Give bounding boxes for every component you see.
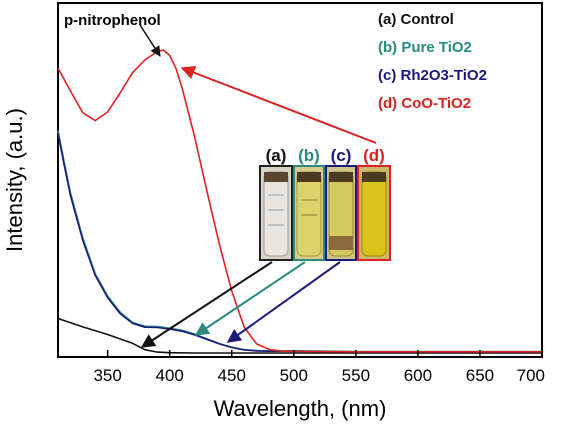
inset-label-c: (c) — [331, 146, 352, 165]
vial-coo-tio2 — [357, 165, 391, 261]
arrow-vial-b-to-pure — [194, 261, 306, 336]
arrow-vial-c-to-rh — [226, 261, 341, 343]
x-axis-title: Wavelength, (nm) — [214, 396, 387, 421]
vial-pure-tio2 — [293, 165, 325, 261]
x-tick-label: 700 — [517, 366, 545, 385]
legend-entry-control: (a) Control — [378, 11, 454, 28]
vial-control — [259, 165, 293, 261]
x-tick-label: 600 — [404, 366, 432, 385]
x-tick-label: 500 — [280, 366, 308, 385]
x-tick-label: 550 — [342, 366, 370, 385]
x-tick-label: 400 — [156, 366, 184, 385]
inset-label-d: (d) — [363, 146, 385, 165]
legend: (a) Control (b) Pure TiO2 (c) Rh2O3-TiO2… — [378, 11, 487, 112]
legend-entry-rh2o3-tio2: (c) Rh2O3-TiO2 — [378, 67, 487, 84]
x-tick-label: 650 — [466, 366, 494, 385]
arrow-vial-a-to-control — [140, 261, 273, 348]
y-axis-title: Intensity, (a.u.) — [2, 108, 27, 252]
x-axis: 350 400 450 500 550 600 650 700 — [93, 350, 545, 385]
vial-photo-inset — [259, 165, 391, 261]
inset-label-b: (b) — [298, 146, 320, 165]
legend-entry-coo-tio2: (d) CoO-TiO2 — [378, 95, 471, 112]
series-line-0 — [57, 317, 542, 354]
peak-annotation: p-nitrophenol — [64, 12, 161, 29]
series-line-3 — [57, 49, 542, 353]
inset-label-a: (a) — [266, 146, 287, 165]
x-tick-label: 350 — [93, 366, 121, 385]
x-tick-label: 450 — [218, 366, 246, 385]
peak-annotation-arrow — [139, 24, 161, 57]
plot-frame — [57, 2, 543, 358]
arrow-vial-d-to-peak — [180, 66, 377, 144]
vial-rh2o3-tio2 — [325, 165, 357, 261]
legend-entry-pure-tio2: (b) Pure TiO2 — [378, 39, 472, 56]
